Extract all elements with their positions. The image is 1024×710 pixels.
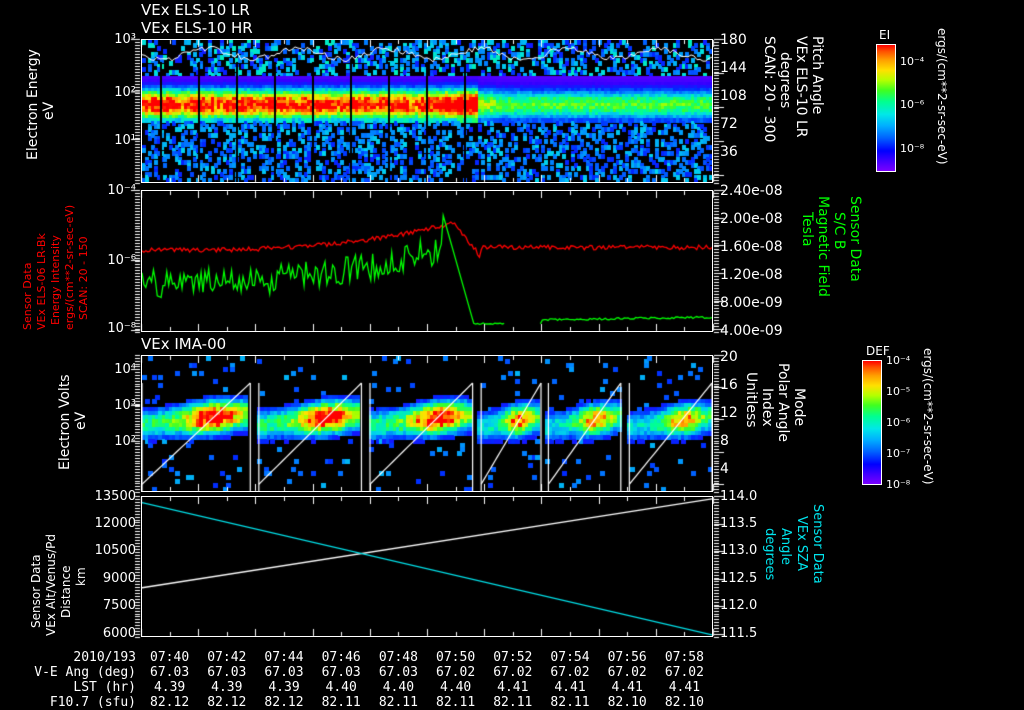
footer-cell-times-9: 07:58 [664,650,704,665]
panel1-right-label-1: Pitch Angle [809,36,825,115]
panel1-colorbar-tick-1: 10⁻⁶ [900,98,925,111]
panel1-title-line2: VEx ELS-10 HR [141,19,253,37]
panel3-colorbar [862,360,882,485]
panel1-right-ytick-1: 144 [720,60,747,76]
panel3-right-label-2: Polar Angle [775,363,791,443]
panel1-right-ytick-4: 36 [720,144,738,160]
panel3-right-label-1: Mode [791,388,807,427]
panel1-right-ytick-2: 108 [720,88,747,104]
panel4-right-label-1: Sensor Data [810,504,825,584]
panel1-ytick-0: 10³ [114,32,136,47]
footer-row-label-2: LST (hr) [73,680,136,695]
panel3-right-ytick-0: 20 [720,349,738,365]
panel2-plot-area [141,190,713,332]
panel4-ytick-2: 10500 [94,543,136,558]
footer-cell-ve_ang-9: 67.02 [664,665,704,680]
footer-row-label-1: V-E Ang (deg) [34,665,136,680]
panel1-plot-area [141,39,713,183]
panel4-right-ytick-3: 112.5 [720,571,758,586]
panel2-ylabel-1: Sensor Data [21,262,34,330]
panel3-plot-area [141,355,713,492]
panel1-colorbar-tick-2: 10⁻⁸ [900,142,925,155]
panel2-right-label-2: S/C B [831,212,847,250]
panel4-ytick-4: 7500 [102,598,136,613]
panel4-right-label-4: degrees [762,528,777,581]
panel3-colorbar-tick-4: 10⁻⁸ [886,478,911,491]
panel3-right-label-4: Unitless [743,372,759,428]
panel3-colorbar-tick-1: 10⁻⁵ [886,385,911,398]
panel1-right-label-4: SCAN: 20 - 300 [761,36,777,143]
panel3-spectrogram-canvas [142,356,712,491]
panel3-ytick-0: 10⁴ [114,362,136,377]
panel2-ytick-0: 10⁻⁴ [107,183,136,198]
panel3-right-label-3: Index [759,388,775,427]
panel3-ytick-1: 10³ [114,398,136,413]
panel2-right-label-3: Magnetic Field [815,196,831,297]
panel1-colorbar-tick-0: 10⁻⁴ [900,55,925,68]
panel4-right-ytick-1: 113.5 [720,516,758,531]
panel2-right-ytick-0: 2.40e-08 [720,183,783,199]
panel1-ytick-1: 10² [114,85,136,100]
panel3-colorbar-tick-0: 10⁻⁴ [886,354,911,367]
panel3-colorbar-tick-2: 10⁻⁶ [886,416,911,429]
panel2-right-ytick-4: 8.00e-09 [720,295,783,311]
panel4-right-ytick-5: 111.5 [720,626,758,641]
panel2-ylabel-5: SCAN: 20 - 150 [77,236,90,320]
panel1-spectrogram-canvas [142,40,712,182]
panel2-ylabel-4: ergs/(cm**2-sr-sec-eV) [63,204,76,330]
panel4-line-canvas [142,497,712,636]
panel3-ylabel-2: eV [73,411,89,430]
panel1-title-line1: VEx ELS-10 LR [141,1,250,19]
panel3-right-ytick-3: 8 [720,433,729,449]
panel1-colorbar [876,44,896,172]
panel2-ytick-2: 10⁻⁸ [107,321,136,336]
panel3-right-ytick-2: 12 [720,405,738,421]
panel3-colorbar-unit: ergs/(cm**2-sr-sec-eV) [921,348,935,485]
panel1-colorbar-title: EI [879,28,891,42]
panel4-right-label-2: VEx SZA [794,516,809,571]
panel4-right-label-3: Angle [778,528,793,565]
panel4-ytick-5: 6000 [102,626,136,641]
panel2-ytick-1: 10⁻⁶ [107,253,136,268]
panel1-right-label-3: degrees [777,52,793,109]
panel1-right-ytick-0: 180 [720,32,747,48]
panel2-line-canvas [142,191,712,331]
panel4-ylabel-3: Distance [59,565,73,618]
panel3-ylabel-1: Electron Volts [57,374,73,470]
panel4-ytick-3: 9000 [102,571,136,586]
panel1-right-ytick-3: 72 [720,116,738,132]
panel2-right-ytick-1: 2.00e-08 [720,211,783,227]
panel3-title: VEx IMA-00 [141,335,227,353]
panel4-right-ytick-0: 114.0 [720,489,758,504]
panel2-ylabel-3: Energy Intensity [49,235,62,325]
panel4-ylabel-1: Sensor Data [29,554,43,628]
panel1-ytick-2: 10¹ [114,133,136,148]
panel2-right-ytick-2: 1.60e-08 [720,239,783,255]
panel4-right-ytick-4: 112.0 [720,598,758,613]
panel3-colorbar-tick-3: 10⁻⁷ [886,447,911,460]
panel3-ytick-2: 10² [114,434,136,449]
panel1-ylabel-1: Electron Energy [25,49,41,160]
panel4-right-ytick-2: 113.0 [720,543,758,558]
panel3-right-ytick-1: 16 [720,377,738,393]
panel4-ytick-1: 12000 [94,516,136,531]
panel2-right-label-4: Tesla [799,212,815,247]
panel2-right-ytick-3: 1.20e-08 [720,267,783,283]
footer-row-label-0: 2010/193 [73,650,136,665]
panel2-ylabel-2: VEx ELS-06 LR-Bk [35,233,48,330]
panel1-colorbar-unit: ergs/(cm**2-sr-sec-eV) [935,28,949,165]
panel4-plot-area [141,496,713,637]
panel1-right-label-2: VEx ELS-10 LR [793,36,809,138]
panel2-right-label-1: Sensor Data [847,196,863,282]
panel4-ytick-0: 13500 [94,489,136,504]
panel2-right-ytick-5: 4.00e-09 [720,323,783,339]
panel3-right-ytick-4: 4 [720,461,729,477]
panel1-ylabel-2: eV [41,101,57,120]
panel4-ylabel-2: VEx Alt/Venus/Pd [44,533,58,636]
footer-cell-lst-9: 4.41 [668,680,701,695]
